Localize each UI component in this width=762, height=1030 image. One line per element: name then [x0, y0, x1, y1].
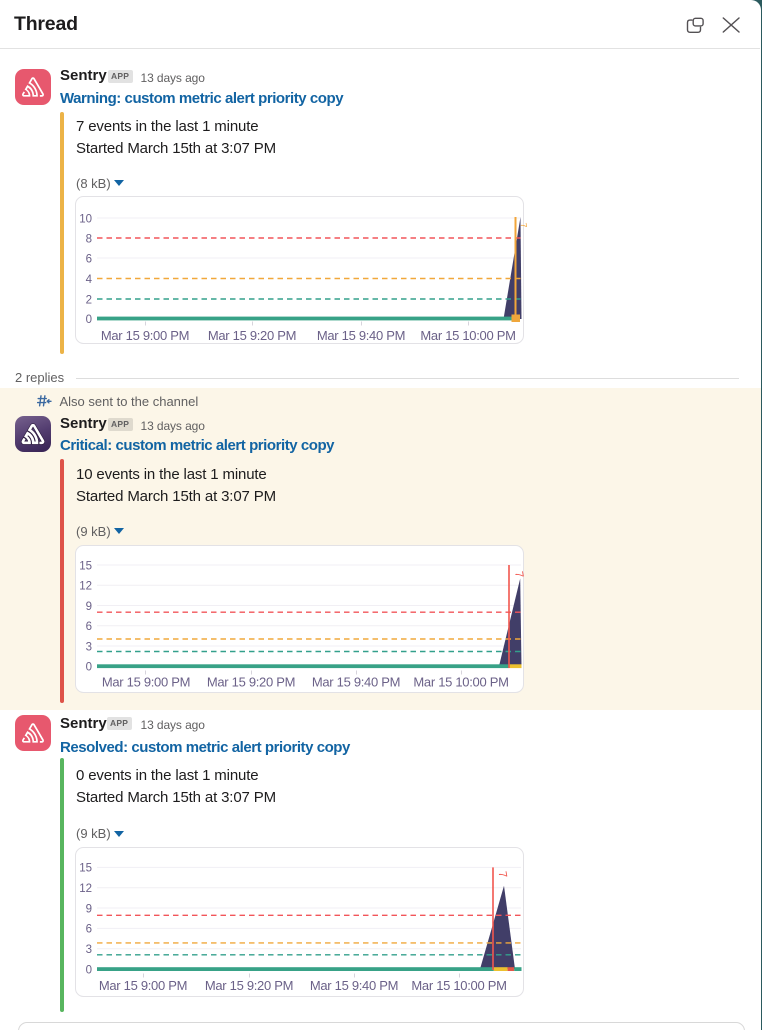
svg-text:Mar 15 10:00 PM: Mar 15 10:00 PM — [411, 978, 506, 993]
svg-text:12: 12 — [79, 883, 92, 895]
svg-text:6: 6 — [86, 621, 92, 633]
svg-text:4: 4 — [86, 274, 93, 286]
svg-text:Mar 15 9:20 PM: Mar 15 9:20 PM — [207, 675, 295, 690]
svg-text:6: 6 — [86, 253, 92, 265]
svg-text:Mar 15 9:40 PM: Mar 15 9:40 PM — [310, 978, 398, 993]
svg-text:7: 7 — [496, 870, 509, 878]
svg-text:Mar 15 9:40 PM: Mar 15 9:40 PM — [317, 328, 405, 343]
svg-text:Mar 15 9:20 PM: Mar 15 9:20 PM — [205, 978, 293, 993]
svg-text:15: 15 — [79, 560, 92, 572]
svg-text:2: 2 — [86, 294, 92, 306]
svg-text:3: 3 — [86, 944, 92, 956]
svg-text:8: 8 — [86, 233, 92, 245]
svg-text:Mar 15 9:00 PM: Mar 15 9:00 PM — [102, 675, 190, 690]
svg-text:7: 7 — [512, 570, 525, 578]
svg-text:Mar 15 9:20 PM: Mar 15 9:20 PM — [208, 328, 296, 343]
svg-text:0: 0 — [86, 964, 92, 976]
svg-text:15: 15 — [79, 863, 92, 875]
svg-text:9: 9 — [86, 903, 92, 915]
svg-text:0: 0 — [86, 314, 92, 326]
svg-text:Mar 15 9:40 PM: Mar 15 9:40 PM — [312, 675, 400, 690]
svg-text:0: 0 — [86, 662, 92, 674]
svg-text:Mar 15 10:00 PM: Mar 15 10:00 PM — [420, 328, 515, 343]
svg-text:9: 9 — [86, 601, 92, 613]
svg-text:Mar 15 9:00 PM: Mar 15 9:00 PM — [101, 328, 189, 343]
svg-text:12: 12 — [79, 581, 92, 593]
svg-text:6: 6 — [86, 924, 92, 936]
svg-text:10: 10 — [79, 213, 92, 225]
svg-text:Mar 15 10:00 PM: Mar 15 10:00 PM — [413, 675, 508, 690]
svg-text:3: 3 — [86, 641, 92, 653]
svg-text:7: 7 — [519, 222, 530, 229]
svg-text:Mar 15 9:00 PM: Mar 15 9:00 PM — [99, 978, 187, 993]
